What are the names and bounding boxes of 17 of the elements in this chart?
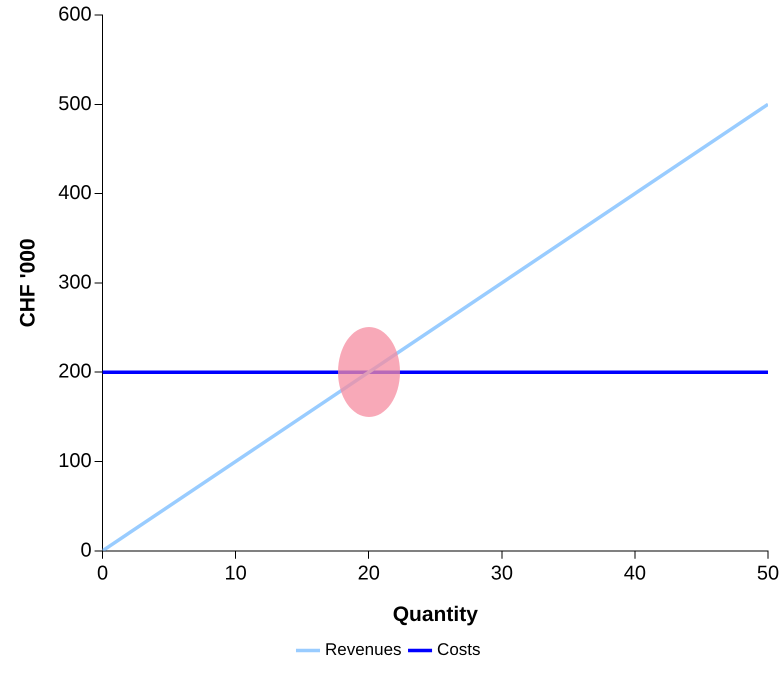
x-tick-label: 50: [756, 562, 780, 584]
y-tick-label: 200: [58, 360, 92, 383]
legend-label: Revenues: [325, 640, 402, 660]
y-axis-title: CHF '000: [16, 238, 40, 328]
y-tick-label: 500: [58, 92, 92, 115]
legend-label: Costs: [437, 640, 481, 660]
x-tick-label: 40: [624, 562, 646, 584]
y-tick-label: 0: [80, 539, 92, 562]
y-tick-label: 100: [58, 450, 92, 472]
x-axis-title: Quantity: [392, 603, 478, 626]
y-tick-label: 300: [58, 271, 92, 294]
x-tick-label: 20: [358, 562, 380, 584]
x-tick-label: 0: [97, 562, 108, 584]
x-tick-label: 30: [490, 562, 513, 584]
y-tick-label: 600: [58, 4, 92, 26]
y-tick-label: 400: [58, 182, 92, 204]
x-tick-label: 10: [224, 562, 247, 584]
